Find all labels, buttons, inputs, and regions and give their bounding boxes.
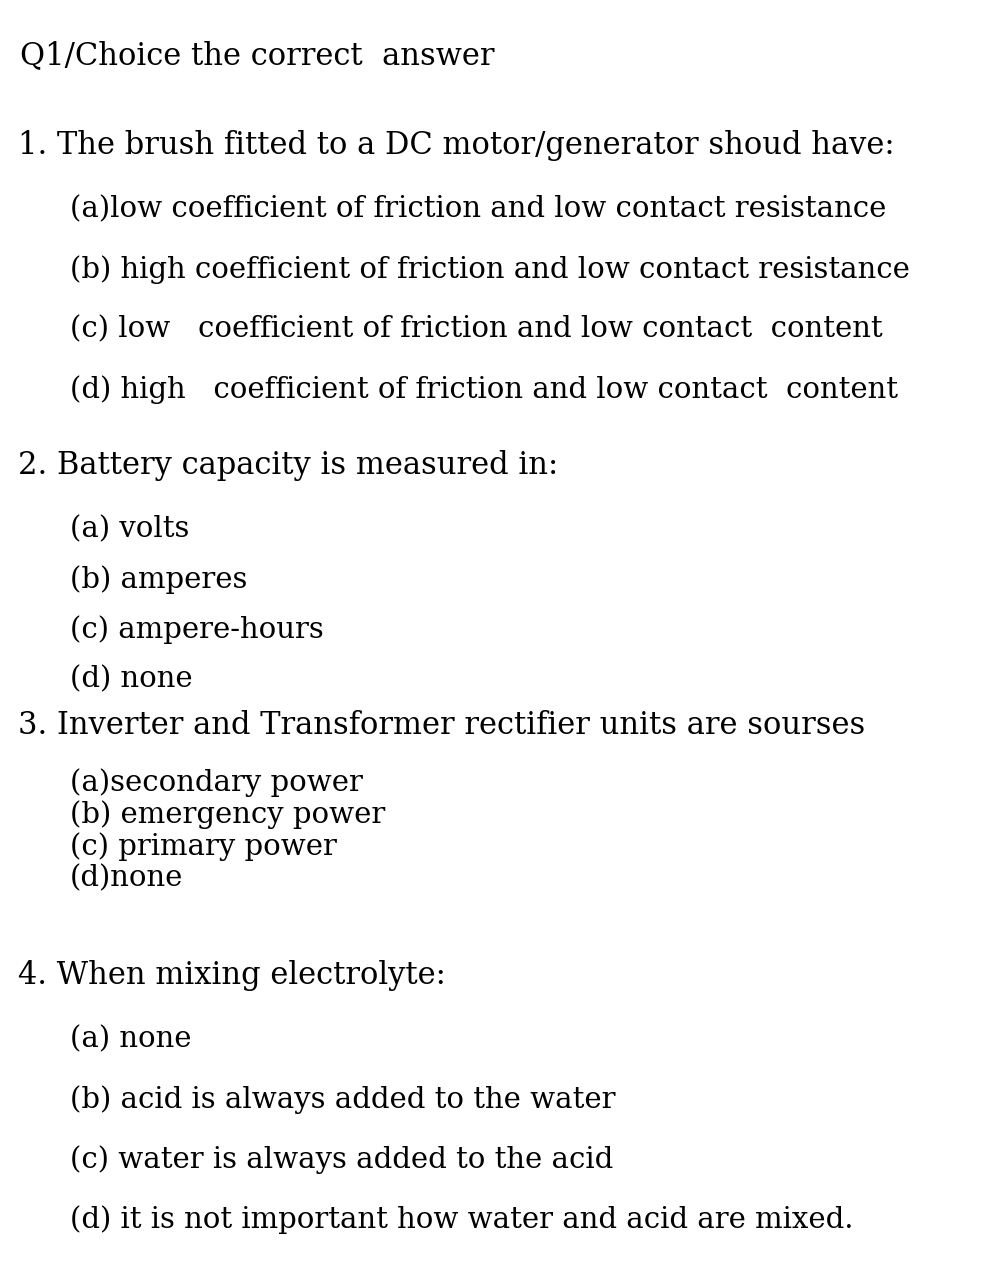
Text: 1. The brush fitted to a DC motor/generator shoud have:: 1. The brush fitted to a DC motor/genera… bbox=[18, 131, 895, 161]
Text: (d)none: (d)none bbox=[70, 864, 184, 892]
Text: (d) it is not important how water and acid are mixed.: (d) it is not important how water and ac… bbox=[70, 1204, 853, 1234]
Text: 4. When mixing electrolyte:: 4. When mixing electrolyte: bbox=[18, 960, 446, 991]
Text: (c) ampere-hours: (c) ampere-hours bbox=[70, 614, 323, 644]
Text: (b) amperes: (b) amperes bbox=[70, 564, 248, 594]
Text: (a) none: (a) none bbox=[70, 1025, 192, 1053]
Text: (a)low coefficient of friction and low contact resistance: (a)low coefficient of friction and low c… bbox=[70, 195, 887, 223]
Text: (d) none: (d) none bbox=[70, 666, 193, 692]
Text: (c) low   coefficient of friction and low contact  content: (c) low coefficient of friction and low … bbox=[70, 315, 883, 343]
Text: (c) primary power: (c) primary power bbox=[70, 832, 337, 860]
Text: (b) high coefficient of friction and low contact resistance: (b) high coefficient of friction and low… bbox=[70, 255, 910, 284]
Text: (b) emergency power: (b) emergency power bbox=[70, 800, 385, 828]
Text: (d) high   coefficient of friction and low contact  content: (d) high coefficient of friction and low… bbox=[70, 375, 898, 403]
Text: (c) water is always added to the acid: (c) water is always added to the acid bbox=[70, 1146, 613, 1174]
Text: Q1/Choice the correct  answer: Q1/Choice the correct answer bbox=[20, 40, 494, 70]
Text: 2. Battery capacity is measured in:: 2. Battery capacity is measured in: bbox=[18, 451, 558, 481]
Text: (a) volts: (a) volts bbox=[70, 515, 190, 543]
Text: 3. Inverter and Transformer rectifier units are sourses: 3. Inverter and Transformer rectifier un… bbox=[18, 710, 865, 741]
Text: (a)secondary power: (a)secondary power bbox=[70, 768, 363, 796]
Text: (b) acid is always added to the water: (b) acid is always added to the water bbox=[70, 1085, 615, 1114]
